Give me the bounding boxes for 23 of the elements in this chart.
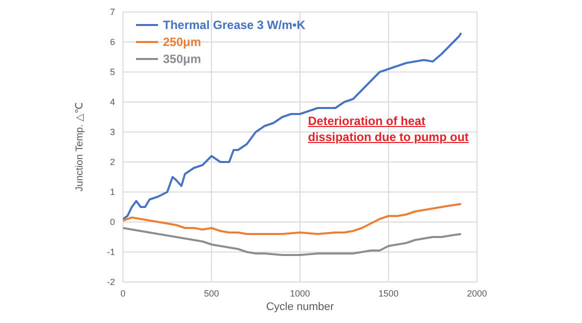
y-axis-title: Junction Temp. △℃ xyxy=(74,102,86,192)
y-tick-label: 2 xyxy=(110,157,115,168)
legend-label: Thermal Grease 3 W/m•K xyxy=(163,18,306,32)
legend-label: 350μm xyxy=(163,52,202,66)
y-tick-label: 4 xyxy=(110,97,115,108)
x-tick-label: 2000 xyxy=(466,288,488,298)
y-tick-label: -1 xyxy=(106,247,115,258)
y-tick-label: 6 xyxy=(110,37,115,48)
x-tick-label: 1000 xyxy=(290,288,310,298)
line-series xyxy=(123,227,462,256)
x-tick-label: 1500 xyxy=(378,288,399,298)
y-tick-label: 0 xyxy=(110,217,115,228)
legend-label: 250μm xyxy=(163,35,202,49)
x-tick-label: 0 xyxy=(120,288,126,298)
y-tick-label: 1 xyxy=(110,187,115,198)
y-tick-label: 5 xyxy=(110,67,115,78)
y-tick-label: -2 xyxy=(106,277,115,288)
y-tick-label: 7 xyxy=(110,7,115,18)
y-tick-label: 3 xyxy=(110,127,115,138)
x-axis-title: Cycle number xyxy=(266,301,334,313)
x-tick-label: 500 xyxy=(204,288,220,298)
line-series xyxy=(123,203,462,235)
annotation: Deterioration of heat dissipation due to pump out xyxy=(308,113,470,145)
